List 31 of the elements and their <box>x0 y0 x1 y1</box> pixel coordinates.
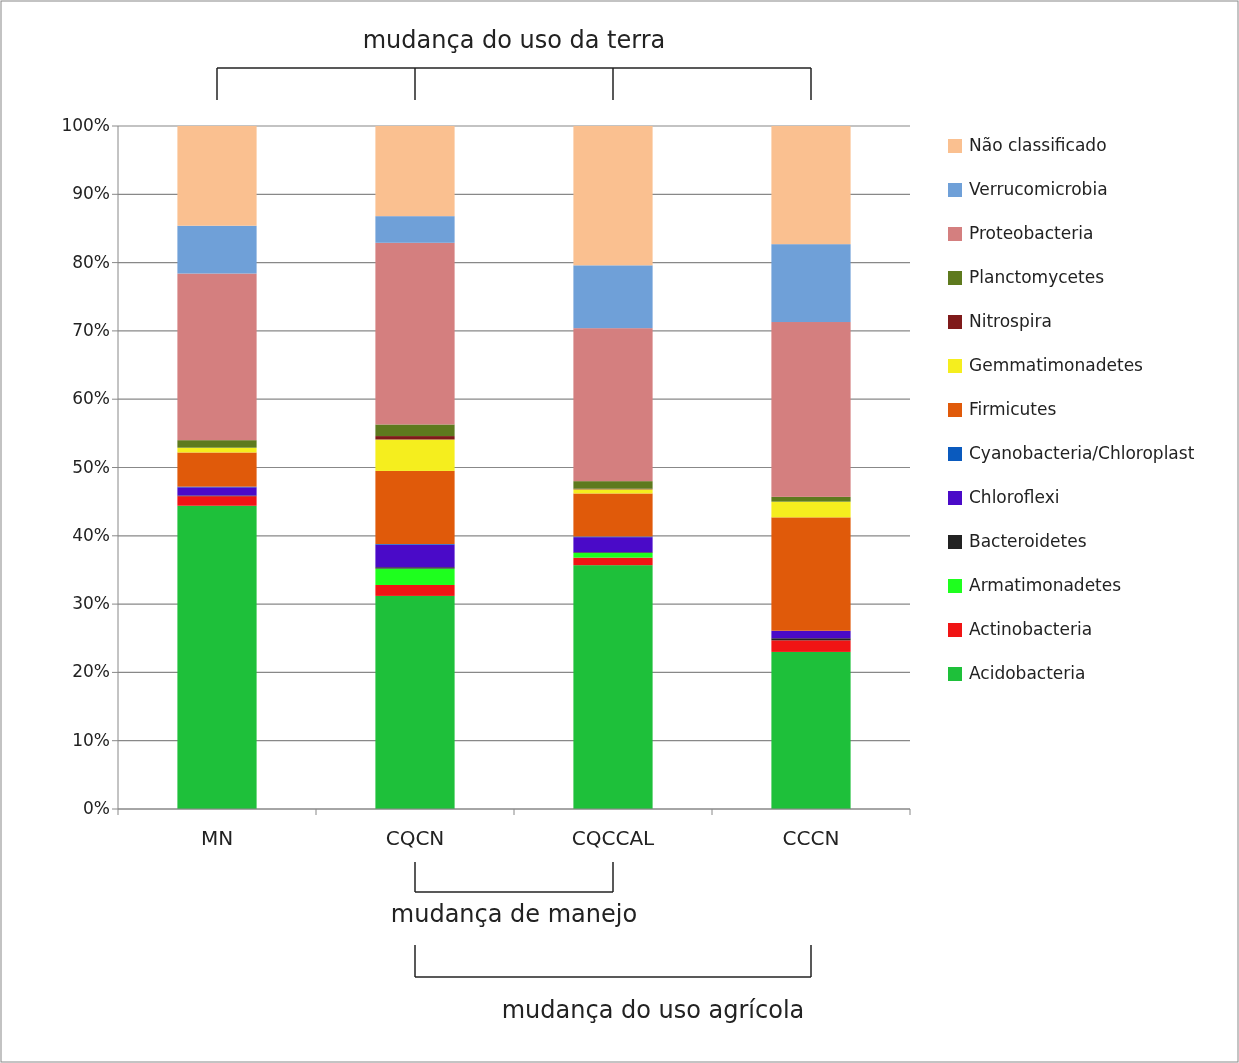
y-tick-label: 70% <box>72 319 110 340</box>
x-tick-label: CCCN <box>782 826 840 850</box>
legend-label: Bacteroidetes <box>969 531 1087 551</box>
legend-label: Planctomycetes <box>969 267 1105 287</box>
legend-label: Chloroflexi <box>969 487 1060 507</box>
y-tick-label: 80% <box>72 251 110 272</box>
y-tick-label: 10% <box>72 729 110 750</box>
y-tick-label: 100% <box>61 115 110 135</box>
y-tick-label: 40% <box>72 524 110 545</box>
legend-label: Cyanobacteria/Chloroplast <box>969 443 1195 463</box>
text: mudança de manejo <box>390 900 638 928</box>
legend-label: Gemmatimonadetes <box>969 355 1144 375</box>
y-tick-label: 0% <box>83 798 110 818</box>
x-tick-label: CQCCAL <box>571 826 656 850</box>
legend-label: Acidobacteria <box>969 663 1086 683</box>
legend-label: Armatimonadetes <box>969 575 1122 595</box>
y-tick-label: 50% <box>72 456 110 477</box>
y-tick-label: 60% <box>72 388 110 409</box>
legend-label: Actinobacteria <box>969 619 1093 639</box>
x-tick-label: MN <box>200 826 234 850</box>
y-tick-label: 30% <box>72 593 110 614</box>
legend-label: Não classificado <box>969 135 1107 155</box>
text: mudança do uso da terra <box>362 26 666 54</box>
text: mudança do uso agrícola <box>501 996 805 1024</box>
y-tick-label: 20% <box>72 661 110 682</box>
legend-label: Nitrospira <box>969 311 1052 331</box>
x-tick-label: CQCN <box>385 826 445 850</box>
legend-label: Firmicutes <box>969 399 1057 419</box>
y-tick-label: 90% <box>72 183 110 204</box>
legend-label: Proteobacteria <box>969 223 1094 243</box>
legend-label: Verrucomicrobia <box>969 179 1108 199</box>
